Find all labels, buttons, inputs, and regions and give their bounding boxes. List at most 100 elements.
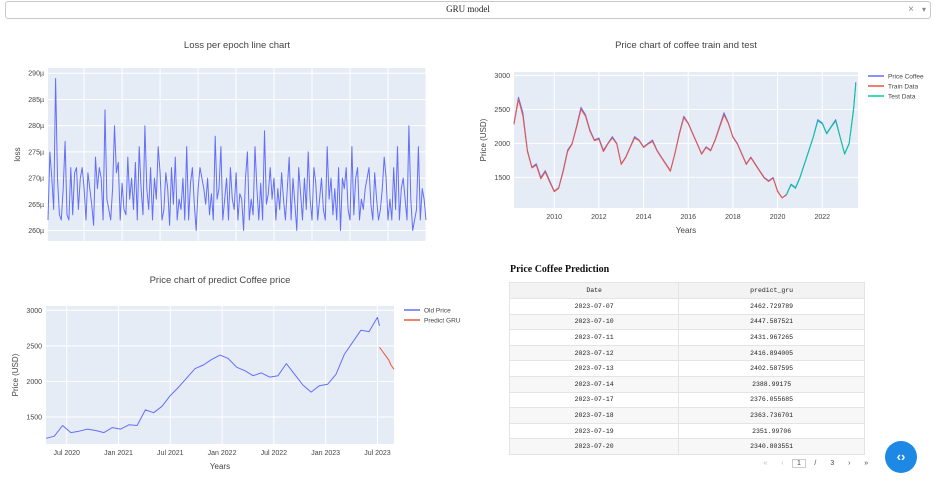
cell-date: 2023-07-19 [508, 422, 680, 440]
plot-area [514, 72, 858, 208]
y-tick-label: 2000 [26, 379, 42, 386]
table-row: 2023-07-07 2462.729789 [508, 298, 865, 315]
chevron-down-icon[interactable]: ▾ [921, 5, 926, 14]
legend-label[interactable]: Old Price [424, 308, 451, 315]
table-pagination: « ‹ 1 / 3 › » [758, 459, 874, 468]
table-row: 2023-07-18 2363.736701 [508, 407, 865, 424]
table-row: 2023-07-13 2402.587595 [508, 360, 865, 377]
y-tick-label: 2500 [26, 343, 42, 350]
x-tick-label: 2014 [636, 214, 652, 221]
y-tick-label: 3000 [26, 308, 42, 315]
y-tick-label: 265µ [28, 202, 44, 209]
series-line-test-data [786, 84, 857, 196]
model-select[interactable]: GRU model × ▾ [5, 1, 931, 19]
column-header-date[interactable]: Date [508, 282, 680, 299]
cell-predict: 2388.99175 [678, 375, 865, 393]
total-pages: 3 [830, 460, 835, 467]
cell-predict: 2376.055685 [678, 391, 865, 409]
x-axis-label: Years [210, 462, 230, 471]
x-tick-label: 2010 [546, 214, 562, 221]
chart-title: Price chart of predict Coffee price [150, 275, 291, 286]
x-tick-label: 2012 [591, 214, 607, 221]
predict-chart: Price chart of predict Coffee price 1500 2… [11, 275, 461, 471]
x-tick-label: 2022 [814, 214, 830, 221]
table-row: 2023-07-20 2340.803551 [508, 438, 865, 455]
clear-icon[interactable]: × [908, 4, 914, 15]
y-tick-label: 290µ [28, 71, 44, 78]
y-tick-label: 275µ [28, 149, 44, 156]
series-line-loss [47, 78, 427, 231]
next-page-button[interactable]: › [848, 460, 851, 467]
table-row: 2023-07-17 2376.055685 [508, 391, 865, 409]
y-tick-label: 2000 [494, 141, 510, 148]
first-page-button[interactable]: « [763, 460, 768, 467]
page-separator: / [814, 460, 817, 467]
cell-date: 2023-07-11 [508, 329, 680, 346]
cell-date: 2023-07-12 [508, 344, 680, 362]
cell-predict: 2340.803551 [678, 438, 865, 455]
table-header-row: Date predict_gru [508, 282, 865, 299]
cell-date: 2023-07-20 [508, 438, 680, 455]
cell-date: 2023-07-13 [508, 360, 680, 377]
y-axis-label: Price (USD) [479, 118, 488, 161]
cell-predict: 2402.587595 [678, 360, 865, 377]
x-tick-label: Jan 2023 [311, 450, 340, 457]
table-row: 2023-07-19 2351.99706 [508, 422, 865, 440]
legend-label[interactable]: Test Data [888, 94, 916, 101]
y-tick-label: 1500 [494, 175, 510, 182]
cell-date: 2023-07-10 [508, 313, 680, 331]
y-axis-label: loss [13, 147, 22, 161]
y-tick-label: 1500 [26, 414, 42, 421]
chart-title: Loss per epoch line chart [184, 40, 291, 51]
x-tick-label: Jul 2020 [53, 450, 80, 457]
x-tick-label: Jan 2022 [208, 450, 237, 457]
y-tick-label: 2500 [494, 107, 510, 114]
x-tick-label: 2018 [725, 214, 741, 221]
current-page-input[interactable]: 1 [791, 459, 806, 468]
cell-date: 2023-07-07 [508, 298, 680, 315]
cell-predict: 2363.736701 [678, 407, 865, 424]
legend-label[interactable]: Price Coffee [888, 74, 924, 81]
chart-title: Price chart of coffee train and test [615, 40, 757, 51]
loss-chart: Loss per epoch line chart 260µ 265µ 270µ 275… [13, 40, 427, 241]
table-row: 2023-07-10 2447.587521 [508, 313, 865, 331]
x-tick-label: 2020 [770, 214, 786, 221]
y-tick-label: 3000 [494, 73, 510, 80]
prev-page-button[interactable]: ‹ [781, 460, 784, 467]
table-row: 2023-07-14 2388.99175 [508, 375, 865, 393]
x-tick-label: Jul 2023 [364, 450, 391, 457]
legend-label[interactable]: Predict GRU [424, 318, 461, 325]
y-tick-label: 260µ [28, 228, 44, 235]
train-test-chart: Price chart of coffee train and test 1500… [479, 40, 924, 235]
cell-predict: 2462.729789 [678, 298, 865, 315]
series-line-train-data [513, 98, 787, 199]
x-tick-label: Jul 2021 [157, 450, 184, 457]
cell-predict: 2416.894005 [678, 344, 865, 362]
y-tick-label: 285µ [28, 97, 44, 104]
x-tick-label: Jan 2021 [104, 450, 133, 457]
table-row: 2023-07-12 2416.894005 [508, 344, 865, 362]
column-header-predict-gru[interactable]: predict_gru [678, 282, 865, 299]
cell-date: 2023-07-17 [508, 391, 680, 409]
prediction-table-title: Price Coffee Prediction [510, 264, 610, 275]
prediction-table: Date predict_gru 2023-07-07 2462.729789 2… [508, 282, 865, 455]
x-tick-label: 2016 [680, 214, 696, 221]
y-tick-label: 280µ [28, 123, 44, 130]
y-axis-label: Price (USD) [11, 353, 20, 396]
cell-predict: 2351.99706 [678, 422, 865, 440]
cell-predict: 2431.967265 [678, 329, 865, 346]
x-axis-label: Years [676, 226, 696, 235]
last-page-button[interactable]: » [864, 460, 869, 467]
cell-predict: 2447.587521 [678, 313, 865, 331]
cell-date: 2023-07-14 [508, 375, 680, 393]
model-select-value: GRU model [446, 4, 490, 14]
y-tick-label: 270µ [28, 176, 44, 183]
series-line-old-price [45, 316, 380, 439]
series-line-predict-gru [379, 347, 395, 370]
x-tick-label: Jul 2022 [261, 450, 288, 457]
cell-date: 2023-07-18 [508, 407, 680, 424]
code-toggle-icon[interactable]: ‹› [885, 441, 917, 473]
plot-area [46, 306, 394, 444]
table-row: 2023-07-11 2431.967265 [508, 329, 865, 346]
legend-label[interactable]: Train Data [888, 84, 918, 91]
